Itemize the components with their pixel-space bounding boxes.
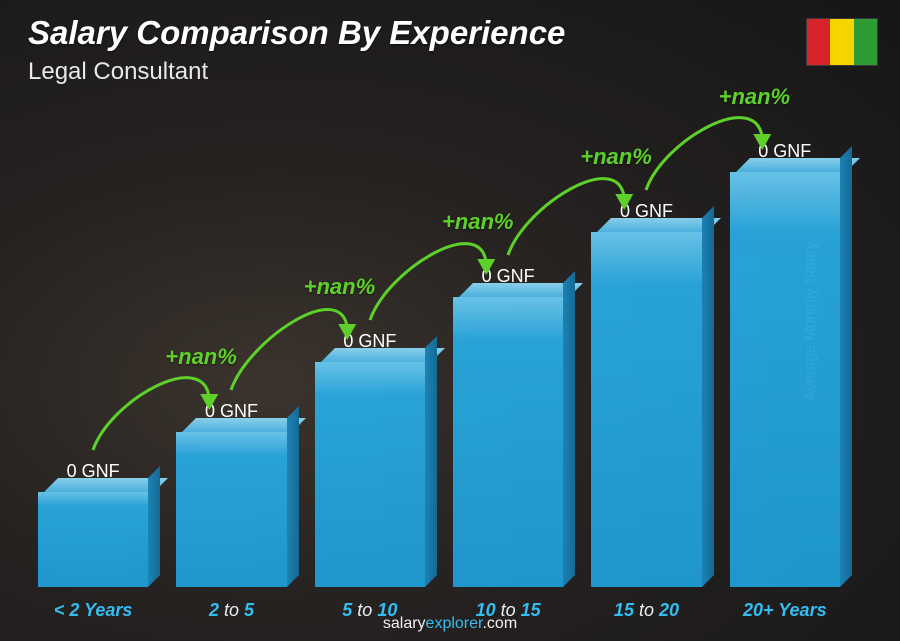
bar: [591, 232, 701, 587]
bar: [315, 362, 425, 587]
footer-text: salary: [383, 615, 426, 632]
increase-percent-label: +nan%: [719, 84, 791, 110]
bar: [453, 297, 563, 587]
footer-suffix: .com: [482, 615, 517, 632]
increase-percent-label: +nan%: [442, 209, 514, 235]
bar: [176, 432, 286, 587]
bar-group: 0 GNF5 to 10: [315, 87, 425, 587]
chart-canvas: Salary Comparison By Experience Legal Co…: [0, 0, 900, 641]
bar-group: 0 GNF20+ Years: [730, 87, 840, 587]
bar-group: 0 GNF10 to 15: [453, 87, 563, 587]
increase-percent-label: +nan%: [165, 344, 237, 370]
increase-percent-label: +nan%: [580, 144, 652, 170]
bar: [730, 172, 840, 587]
increase-percent-label: +nan%: [304, 274, 376, 300]
bar: [38, 492, 148, 587]
footer-brand: explorer: [426, 615, 483, 632]
bar-group: 0 GNF2 to 5: [176, 87, 286, 587]
footer-attribution: salaryexplorer.com: [0, 615, 900, 633]
chart-title: Salary Comparison By Experience: [28, 14, 565, 52]
bar-group: 0 GNF< 2 Years: [38, 87, 148, 587]
country-flag-icon: [806, 18, 878, 66]
chart-subtitle: Legal Consultant: [28, 58, 208, 86]
bar-chart: 0 GNF< 2 Years 0 GNF2 to 5 0 GNF5 to 10 0 G…: [38, 87, 840, 587]
